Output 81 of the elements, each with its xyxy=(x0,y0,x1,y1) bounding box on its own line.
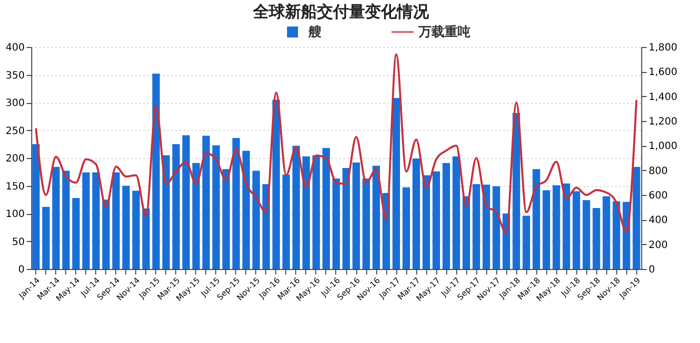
legend-label: 艘 xyxy=(308,25,322,40)
bar xyxy=(32,144,40,269)
bar xyxy=(292,146,300,269)
y2-tick-label: 800 xyxy=(648,166,668,177)
bar xyxy=(182,135,190,269)
bar xyxy=(432,171,440,269)
y-tick-label: 300 xyxy=(6,98,25,109)
y-tick-label: 350 xyxy=(6,70,25,82)
bar xyxy=(102,200,110,269)
y2-tick-label: 1,200 xyxy=(648,116,678,128)
bar xyxy=(172,144,180,269)
bar xyxy=(442,162,450,269)
bar xyxy=(582,200,590,269)
bar xyxy=(372,166,380,269)
bar xyxy=(272,100,280,269)
bar xyxy=(322,148,330,269)
bar xyxy=(312,155,320,269)
bar xyxy=(572,191,580,269)
y-tick-label: 200 xyxy=(6,154,25,164)
bar xyxy=(42,206,50,269)
bar xyxy=(82,172,90,269)
y2-tick-label: 0 xyxy=(648,264,656,276)
bar xyxy=(412,158,420,269)
bar xyxy=(462,196,470,269)
y-tick-label: 0 xyxy=(18,264,25,276)
y2-tick-label: 200 xyxy=(648,240,668,251)
bar xyxy=(62,170,70,269)
bar xyxy=(212,145,220,269)
bar xyxy=(422,175,430,269)
y-tick-label: 250 xyxy=(6,126,25,137)
bar xyxy=(452,156,460,269)
y2-tick-label: 600 xyxy=(648,190,668,202)
y2-tick-label: 1,800 xyxy=(648,42,678,54)
bar xyxy=(332,178,340,269)
bar xyxy=(542,190,550,269)
bar xyxy=(612,201,620,269)
bar xyxy=(532,169,540,269)
bar xyxy=(242,150,250,269)
bar xyxy=(492,186,500,269)
bar xyxy=(392,98,400,269)
bar xyxy=(552,185,560,269)
bar xyxy=(72,198,80,269)
bar xyxy=(302,156,310,269)
y2-tick-label: 1,000 xyxy=(648,141,678,152)
bar xyxy=(352,162,360,269)
y-tick-label: 100 xyxy=(6,209,25,220)
bar xyxy=(482,184,490,269)
bar xyxy=(232,138,240,269)
bar xyxy=(92,172,100,269)
line-series xyxy=(34,53,638,234)
bar xyxy=(152,74,160,269)
y-tick-label: 150 xyxy=(6,181,25,192)
bar xyxy=(592,208,600,269)
bar xyxy=(522,216,530,269)
bar xyxy=(562,184,570,269)
y-tick-label: 400 xyxy=(6,42,25,54)
bar xyxy=(282,174,290,269)
chart-title: 全球新船交付量变化情况 xyxy=(252,2,430,21)
bar xyxy=(142,208,150,269)
bar xyxy=(472,184,480,269)
bar xyxy=(112,172,120,269)
bar xyxy=(632,166,640,269)
legend-label: 万载重吨 xyxy=(418,24,470,40)
bar xyxy=(52,166,60,269)
bar xyxy=(252,170,260,269)
bar xyxy=(192,162,200,269)
bar xyxy=(132,190,140,269)
bar xyxy=(402,187,410,269)
bar xyxy=(602,196,610,269)
y2-tick-label: 1,400 xyxy=(648,92,678,103)
bar xyxy=(262,184,270,269)
bar xyxy=(362,178,370,269)
y2-tick-label: 1,600 xyxy=(648,67,678,78)
bar xyxy=(202,136,210,269)
bar xyxy=(222,169,230,269)
bar xyxy=(162,155,170,269)
bar xyxy=(122,186,130,269)
bar xyxy=(342,168,350,269)
y-tick-label: 50 xyxy=(12,236,25,248)
bar xyxy=(512,113,520,269)
y2-tick-label: 400 xyxy=(648,215,668,226)
